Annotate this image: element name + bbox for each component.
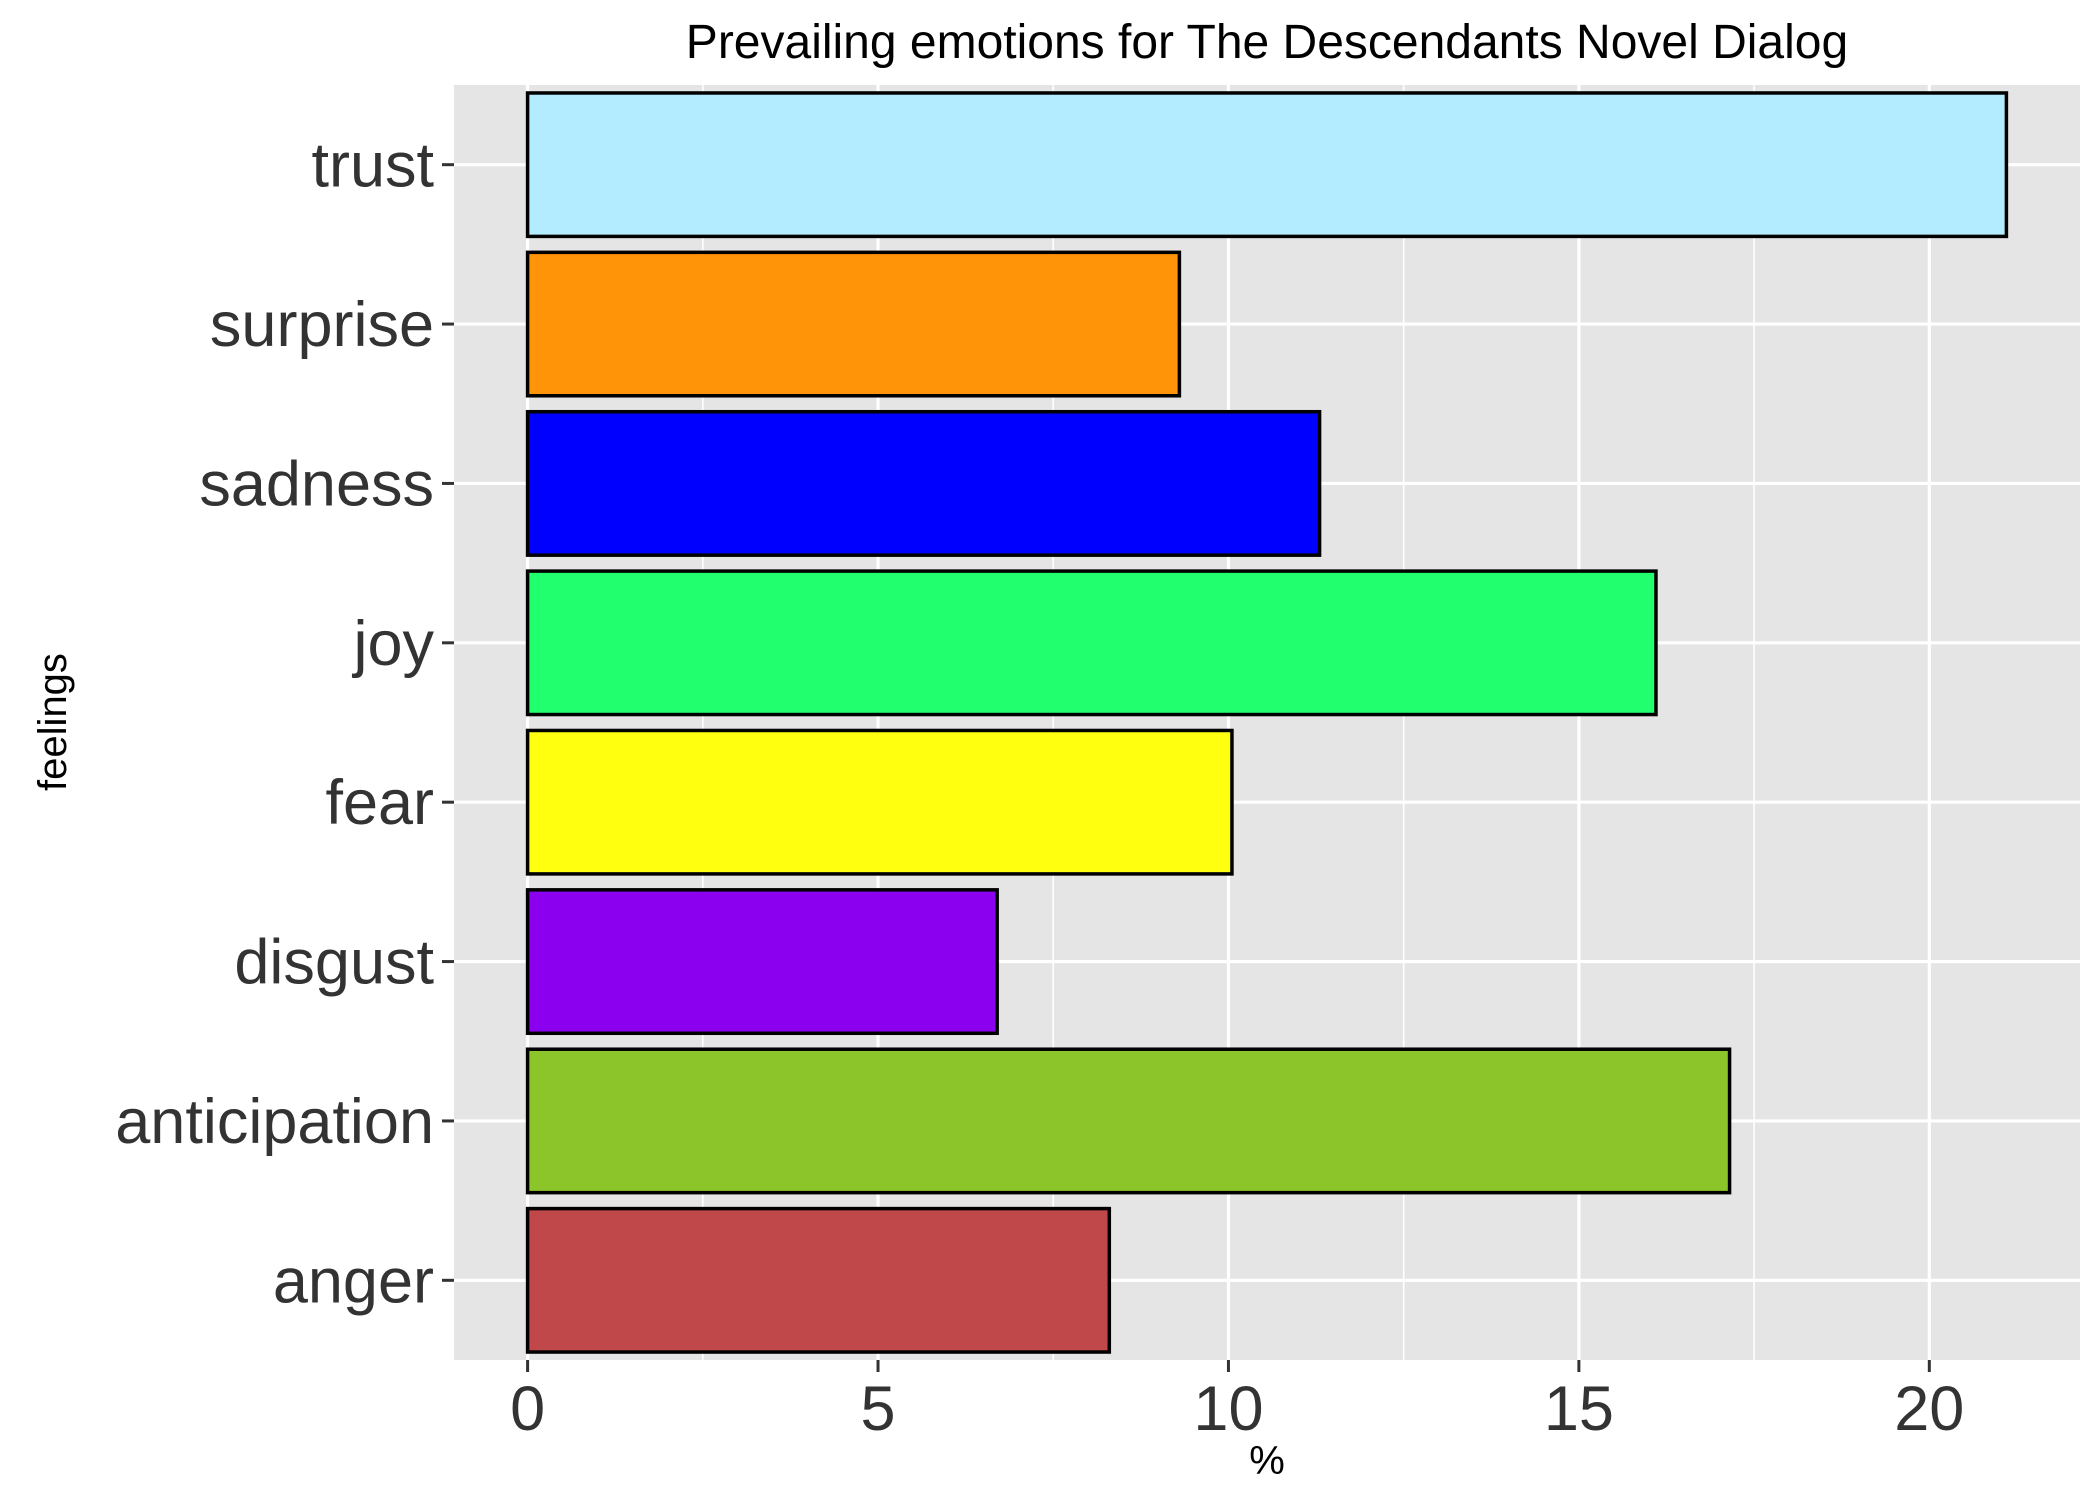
y-tick-label-joy: joy <box>351 609 434 679</box>
y-tick-label-trust: trust <box>311 131 434 201</box>
y-axis-title: feelings <box>31 653 75 791</box>
bar-disgust <box>525 888 999 1036</box>
y-tick-label-anticipation: anticipation <box>115 1087 434 1157</box>
chart-title: Prevailing emotions for The Descendants … <box>686 16 1848 69</box>
bar-sadness <box>525 409 1322 557</box>
bar-joy <box>525 569 1658 717</box>
x-tick-label: 15 <box>1544 1374 1614 1444</box>
bar-surprise <box>525 250 1182 398</box>
y-tick-label-fear: fear <box>325 768 434 838</box>
bar-trust <box>525 91 2009 239</box>
x-tick-label: 0 <box>510 1374 545 1444</box>
y-tick-label-disgust: disgust <box>234 928 434 998</box>
x-axis-title: % <box>1249 1439 1285 1483</box>
x-axis: 0 5 10 15 20 <box>510 1360 1964 1444</box>
y-tick-label-sadness: sadness <box>199 449 434 519</box>
y-tick-label-surprise: surprise <box>210 290 434 360</box>
y-tick-label-anger: anger <box>273 1246 434 1316</box>
bar-fear <box>525 728 1234 876</box>
x-tick-label: 5 <box>860 1374 895 1444</box>
bars <box>525 91 2009 1354</box>
y-axis: anger anticipation disgust fear joy sadness su… <box>115 131 454 1316</box>
bar-anticipation <box>525 1047 1732 1195</box>
x-tick-label: 10 <box>1193 1374 1263 1444</box>
bar-anger <box>525 1206 1112 1354</box>
x-tick-label: 20 <box>1894 1374 1964 1444</box>
